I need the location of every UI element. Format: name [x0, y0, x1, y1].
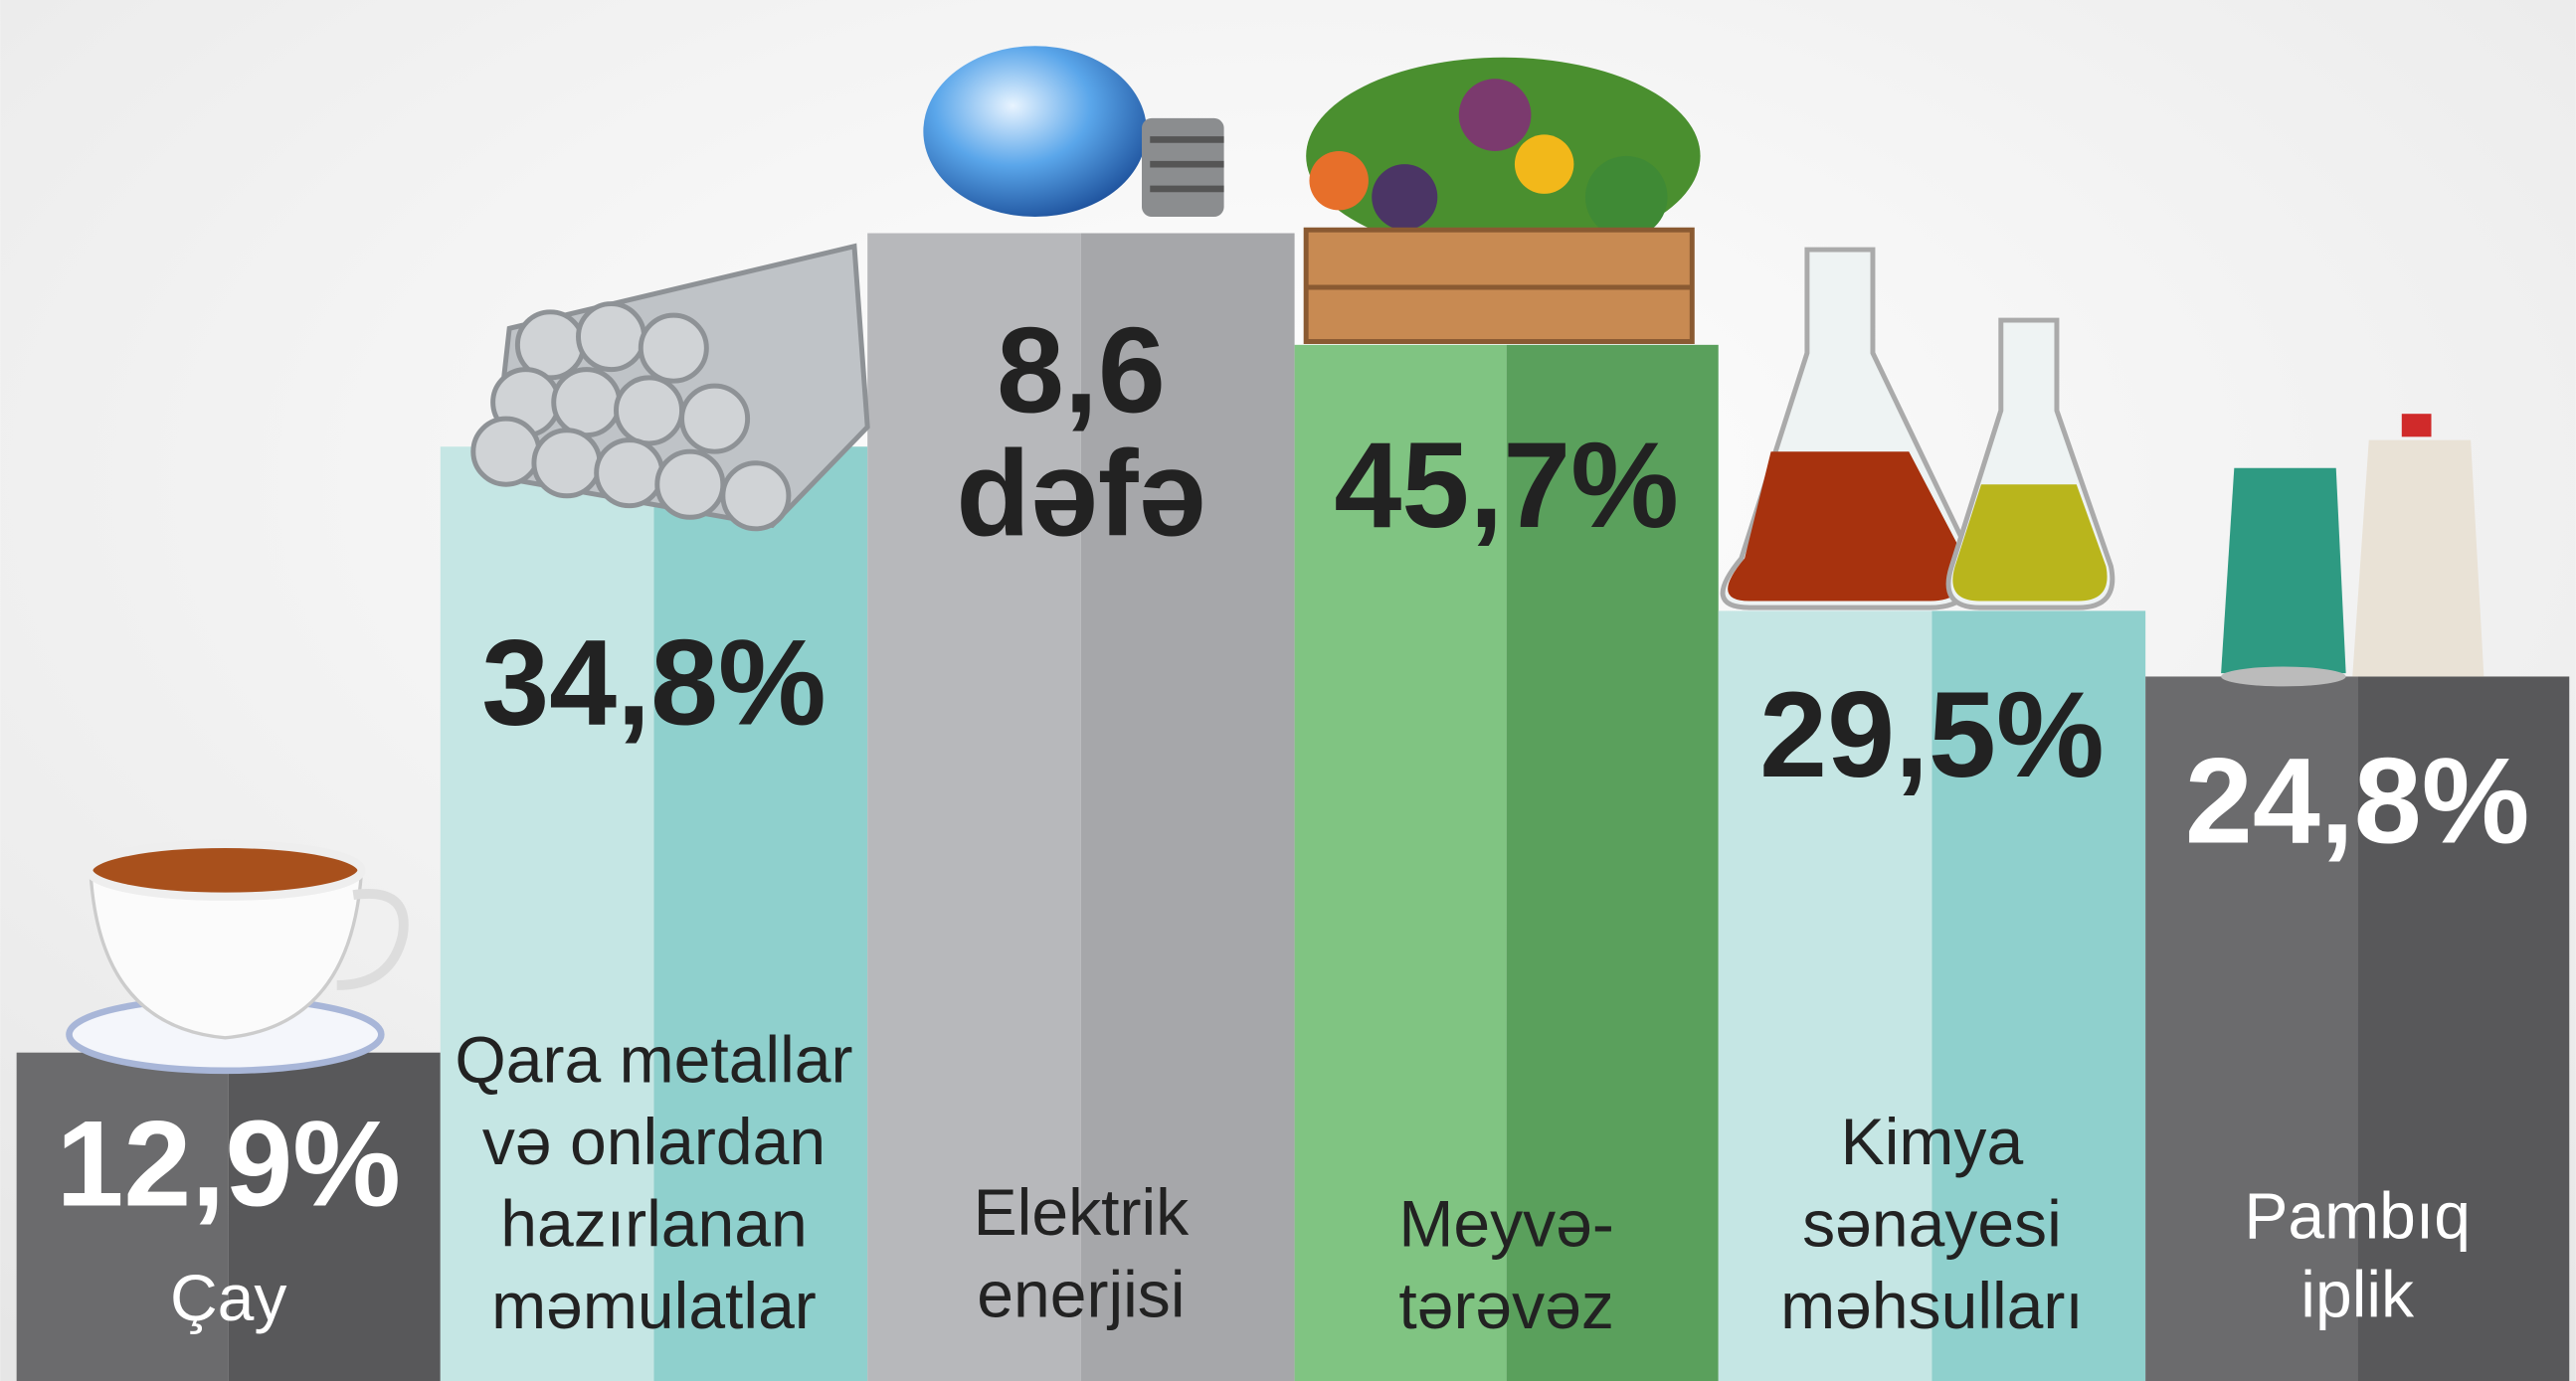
- value-label: dəfə: [956, 425, 1205, 561]
- item-label: enerjisi: [977, 1258, 1185, 1331]
- pipes: [470, 243, 870, 532]
- flasks: [1720, 247, 2116, 610]
- bar-right: [1932, 610, 2146, 1381]
- vegetable-crate: [1303, 57, 1701, 345]
- bar-left: [1294, 344, 1507, 1381]
- bar-left: [867, 233, 1081, 1381]
- value-label: 24,8%: [2185, 732, 2530, 868]
- bar-left: [2145, 676, 2358, 1381]
- item-label: hazırlanan: [500, 1187, 807, 1261]
- thread-spools: [2221, 414, 2484, 687]
- item-label: tərəvəz: [1398, 1269, 1614, 1342]
- value-label: 8,6: [997, 302, 1166, 438]
- value-label: 45,7%: [1334, 417, 1679, 553]
- item-label: Kimya: [1841, 1105, 2024, 1178]
- item-label: Çay: [170, 1261, 286, 1334]
- bar-right: [1080, 233, 1295, 1381]
- item-label: və onlardan: [482, 1105, 826, 1178]
- item-label: Pambıq: [2244, 1178, 2471, 1252]
- bar-right: [228, 1052, 441, 1381]
- item-label: sənayesi: [1802, 1187, 2062, 1261]
- bar-left: [440, 446, 654, 1381]
- item-label: Meyvə-: [1398, 1187, 1614, 1261]
- value-label: 34,8%: [481, 613, 827, 750]
- item-label: məhsulları: [1780, 1269, 2084, 1342]
- item-label: Elektrik: [974, 1175, 1190, 1249]
- bar-right: [653, 446, 868, 1381]
- bar-right: [2357, 676, 2570, 1381]
- tea-cup: [66, 839, 409, 1075]
- bar-right: [1506, 344, 1719, 1381]
- item-label: Qara metallar: [455, 1022, 852, 1096]
- bars: 12,9% Çay 34,8% Qara metallar və onlardan haz…: [16, 233, 2570, 1381]
- bar-left: [1718, 610, 1932, 1381]
- value-label: 29,5%: [1759, 666, 2105, 802]
- bar-left: [16, 1052, 229, 1381]
- light-bulb: [923, 46, 1224, 218]
- value-label: 12,9%: [56, 1095, 401, 1231]
- item-label: məmulatlar: [491, 1269, 817, 1342]
- item-label: iplik: [2300, 1258, 2415, 1331]
